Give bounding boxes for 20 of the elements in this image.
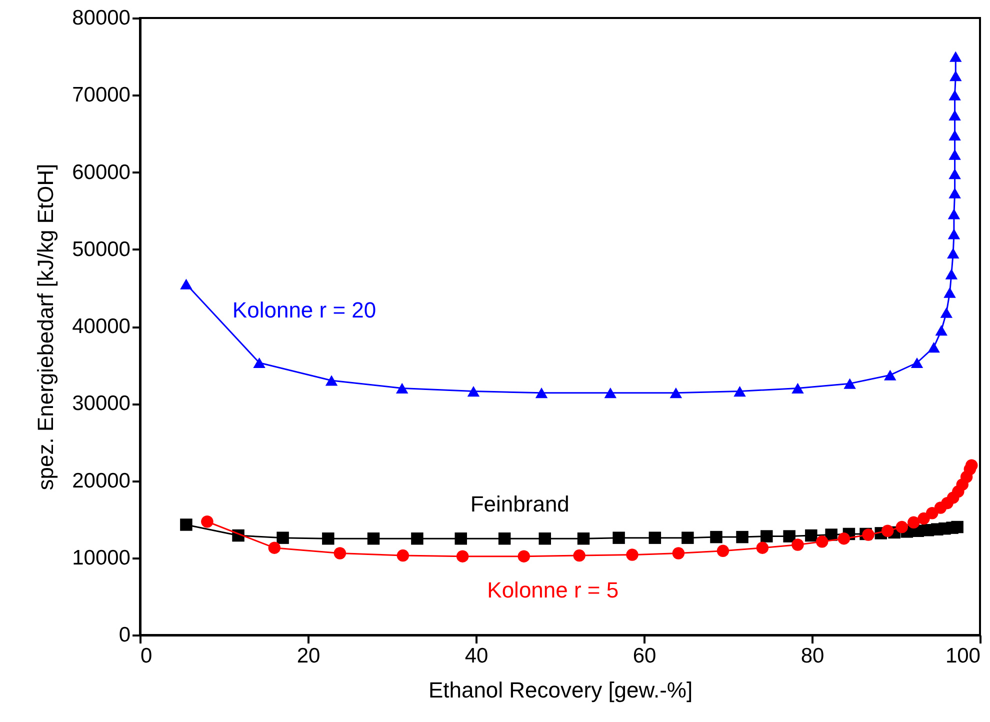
x-axis-title: Ethanol Recovery [gew.-%] <box>428 678 693 702</box>
series-label: Kolonne r = 5 <box>487 577 619 602</box>
x-tick-label: 40 <box>464 644 488 668</box>
y-tick-label: 20000 <box>72 469 130 492</box>
y-tick-label: 50000 <box>72 238 130 261</box>
series-label: Feinbrand <box>470 492 570 517</box>
y-tick-label: 30000 <box>72 392 130 416</box>
x-tick-label: 0 <box>140 644 152 668</box>
y-tick-label: 0 <box>118 624 130 646</box>
x-tick-label: 20 <box>296 644 320 668</box>
series-label: Kolonne r = 20 <box>232 298 376 323</box>
y-tick-label: 70000 <box>72 84 130 107</box>
y-tick-label: 40000 <box>72 315 130 338</box>
y-tick-label: 60000 <box>72 160 130 184</box>
x-tick-label: 100 <box>945 644 980 668</box>
y-tick-label: 10000 <box>72 546 130 570</box>
y-tick-label: 80000 <box>72 6 130 30</box>
y-axis-title: spez. Energiebedarf [kJ/kg EtOH] <box>33 164 58 490</box>
x-tick-label: 60 <box>632 644 656 668</box>
x-tick-label: 80 <box>800 644 824 668</box>
